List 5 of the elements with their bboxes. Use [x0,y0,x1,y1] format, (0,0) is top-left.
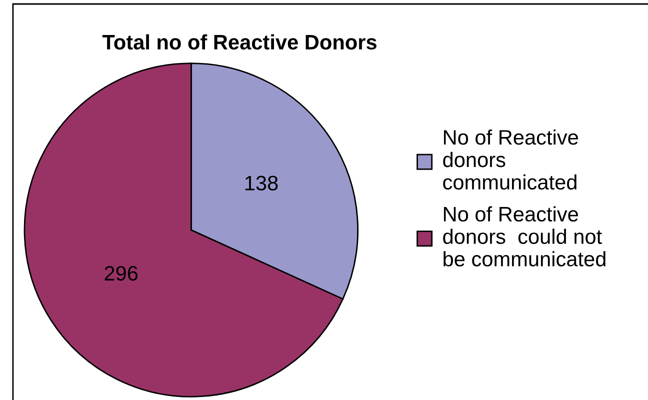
data-label: 138 [245,176,278,190]
data-label: 296 [104,266,138,281]
legend-label: No of Reactive donors could not be communicated [443,206,606,266]
chart-title: Total no of Reactive Donors [102,34,376,50]
legend-label: No of Reactive donors communicated [443,129,578,190]
